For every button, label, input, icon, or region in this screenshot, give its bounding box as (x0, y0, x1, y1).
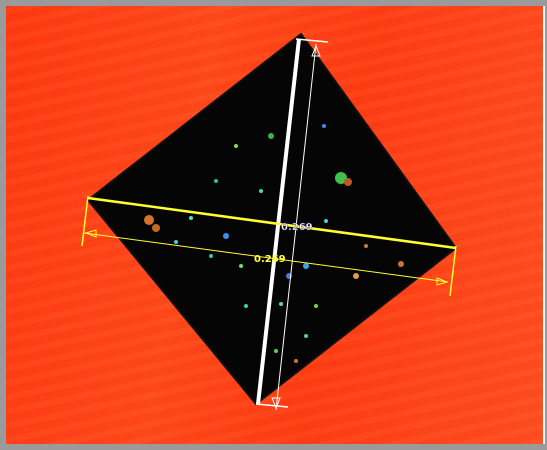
microscope-image-viewport: 0.269 0.269 (6, 6, 545, 444)
horizontal-measurement (81, 195, 457, 297)
indentation-diamond (86, 32, 458, 406)
horizontal-measurement-label: 0.269 (254, 254, 286, 265)
vertical-measurement-label: 0.269 (281, 222, 313, 233)
height-speckles (144, 124, 404, 363)
measurement-overlay: 0.269 0.269 (81, 32, 458, 411)
